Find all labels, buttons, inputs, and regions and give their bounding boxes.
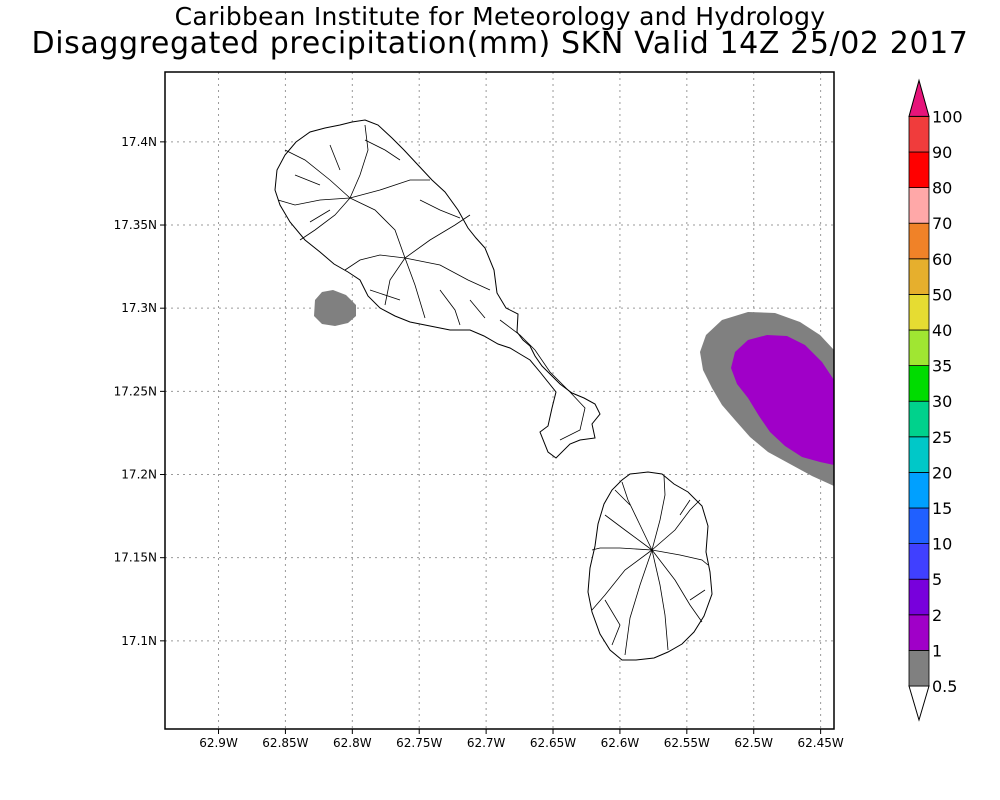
legend-label: 50 bbox=[932, 285, 952, 304]
title-line-2: Disaggregated precipitation(mm) SKN Vali… bbox=[31, 26, 969, 61]
st-kitts-island bbox=[274, 119, 601, 459]
legend-under-triangle bbox=[908, 685, 930, 722]
y-tick-label: 17.35N bbox=[114, 218, 157, 232]
x-axis: 62.9W 62.85W 62.8W 62.75W 62.7W 62.65W 62.6W 62… bbox=[199, 729, 844, 750]
legend-label: 25 bbox=[932, 428, 952, 447]
legend-swatch bbox=[908, 258, 930, 295]
x-tick-label: 62.55W bbox=[664, 736, 710, 750]
legend-swatch bbox=[908, 293, 930, 331]
legend-swatch bbox=[908, 650, 930, 687]
x-tick-label: 62.85W bbox=[262, 736, 308, 750]
legend-label: 10 bbox=[932, 535, 952, 554]
legend-label: 20 bbox=[932, 463, 952, 482]
y-tick-label: 17.15N bbox=[114, 551, 157, 565]
legend-label: 1 bbox=[932, 641, 942, 660]
precip-area-0.5mm-small bbox=[314, 290, 356, 326]
y-tick-label: 17.3N bbox=[121, 301, 157, 315]
y-axis: 17.4N 17.35N 17.3N 17.25N 17.2N 17.15N 17.1N bbox=[114, 135, 165, 648]
legend-label: 60 bbox=[932, 250, 952, 269]
y-tick-label: 17.1N bbox=[121, 634, 157, 648]
x-tick-label: 62.6W bbox=[601, 736, 640, 750]
nevis-island bbox=[587, 471, 713, 661]
legend-swatch bbox=[908, 222, 930, 260]
legend-swatch bbox=[908, 614, 930, 651]
legend-swatch bbox=[908, 365, 930, 402]
legend-label: 40 bbox=[932, 321, 952, 340]
x-tick-label: 62.9W bbox=[199, 736, 238, 750]
title-line-1: Caribbean Institute for Meteorology and … bbox=[174, 2, 826, 31]
x-tick-label: 62.75W bbox=[396, 736, 442, 750]
y-tick-label: 17.2N bbox=[121, 468, 157, 482]
legend-label: 70 bbox=[932, 214, 952, 233]
legend-swatch bbox=[908, 471, 930, 509]
x-tick-label: 62.8W bbox=[333, 736, 372, 750]
legend-label: 0.5 bbox=[932, 677, 957, 696]
legend-swatch bbox=[908, 436, 930, 473]
legend-swatch bbox=[908, 400, 930, 438]
y-tick-label: 17.4N bbox=[121, 135, 157, 149]
x-tick-label: 62.5W bbox=[734, 736, 773, 750]
legend-label: 5 bbox=[932, 570, 942, 589]
legend-label: 100 bbox=[932, 107, 963, 126]
legend-swatch bbox=[908, 187, 930, 224]
legend-label: 35 bbox=[932, 357, 952, 376]
plot-frame bbox=[164, 71, 835, 730]
legend-swatch bbox=[908, 116, 930, 153]
legend-swatch bbox=[908, 329, 930, 366]
legend-swatch bbox=[908, 151, 930, 188]
legend-label: 15 bbox=[932, 499, 952, 518]
x-tick-label: 62.65W bbox=[530, 736, 576, 750]
legend-label: 80 bbox=[932, 179, 952, 198]
legend-swatch bbox=[908, 543, 930, 580]
legend-label: 2 bbox=[932, 606, 942, 625]
legend-swatch bbox=[908, 507, 930, 544]
legend-swatch bbox=[908, 578, 930, 616]
legend-label: 30 bbox=[932, 392, 952, 411]
precip-area-1mm bbox=[731, 335, 834, 465]
legend-over-triangle bbox=[908, 78, 930, 117]
y-tick-label: 17.25N bbox=[114, 384, 157, 398]
x-tick-label: 62.45W bbox=[798, 736, 844, 750]
legend-label: 90 bbox=[932, 143, 952, 162]
x-tick-label: 62.7W bbox=[467, 736, 506, 750]
